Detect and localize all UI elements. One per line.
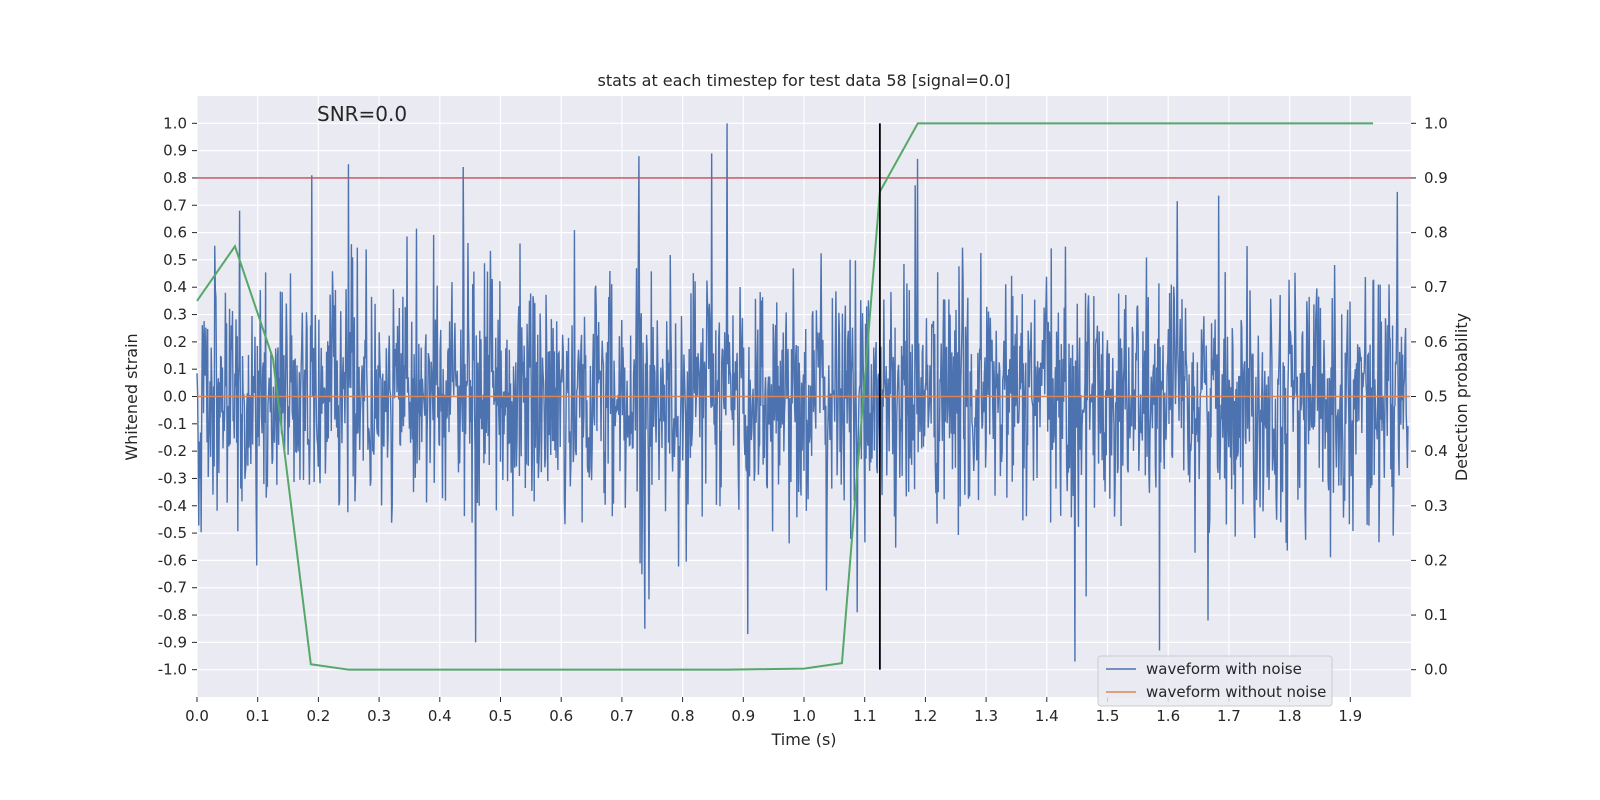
y2-axis-label: Detection probability bbox=[1452, 313, 1471, 481]
x-tick-label: 1.3 bbox=[974, 707, 998, 725]
x-tick-label: 1.1 bbox=[853, 707, 877, 725]
x-tick-label: 1.9 bbox=[1338, 707, 1362, 725]
y-tick-label: -0.5 bbox=[158, 524, 187, 542]
y-tick-label: -0.6 bbox=[158, 551, 187, 569]
y-tick-label: -1.0 bbox=[158, 661, 187, 679]
y2-tick-label: 0.4 bbox=[1424, 442, 1448, 460]
x-axis-label: Time (s) bbox=[770, 730, 836, 749]
x-tick-label: 1.5 bbox=[1096, 707, 1120, 725]
x-tick-label: 1.0 bbox=[792, 707, 816, 725]
y2-tick-label: 0.8 bbox=[1424, 224, 1448, 242]
legend-label-clean: waveform without noise bbox=[1146, 683, 1326, 701]
x-axis-ticks: 0.0 0.1 0.2 0.3 0.4 0.5 0.6 0.7 0.8 0.9 1.0 1.1 1.2 1… bbox=[185, 697, 1362, 725]
x-tick-label: 0.2 bbox=[306, 707, 330, 725]
y-tick-label: 0.3 bbox=[163, 306, 187, 324]
y-tick-label: 0.8 bbox=[163, 169, 187, 187]
x-tick-label: 0.4 bbox=[428, 707, 452, 725]
y2-tick-label: 0.2 bbox=[1424, 551, 1448, 569]
y-tick-label: 0.7 bbox=[163, 196, 187, 214]
y-axis-label: Whitened strain bbox=[122, 333, 141, 460]
y-tick-label: -0.3 bbox=[158, 469, 187, 487]
y2-tick-label: 0.5 bbox=[1424, 388, 1448, 406]
legend-box bbox=[1097, 655, 1333, 707]
x-tick-label: 0.6 bbox=[549, 707, 573, 725]
y-tick-label: -0.4 bbox=[158, 497, 187, 515]
y2-tick-label: 0.6 bbox=[1424, 333, 1448, 351]
detection-probability-line bbox=[196, 122, 1374, 671]
x-tick-label: 0.7 bbox=[610, 707, 634, 725]
y-axis-ticks: -1.0 -0.9 -0.8 -0.7 -0.6 -0.5 -0.4 -0.3 -0.2 -0.1… bbox=[158, 114, 197, 679]
series-detection-probability bbox=[196, 122, 1374, 671]
y2-tick-label: 0.3 bbox=[1424, 497, 1448, 515]
y2-tick-label: 0.0 bbox=[1424, 661, 1448, 679]
y-tick-label: 0.6 bbox=[163, 224, 187, 242]
snr-annotation: SNR=0.0 bbox=[317, 102, 407, 126]
x-tick-label: 0.5 bbox=[489, 707, 513, 725]
x-tick-label: 0.3 bbox=[367, 707, 391, 725]
y-tick-label: 0.9 bbox=[163, 142, 187, 160]
x-tick-label: 1.2 bbox=[913, 707, 937, 725]
y-tick-label: -0.1 bbox=[158, 415, 187, 433]
y-tick-label: 0.1 bbox=[163, 360, 187, 378]
legend: waveform with noise waveform without noi… bbox=[1097, 655, 1333, 707]
series-waveform-with-noise bbox=[196, 123, 1409, 662]
y-tick-label: -0.8 bbox=[158, 606, 187, 624]
y2-tick-label: 1.0 bbox=[1424, 114, 1448, 132]
y2-tick-label: 0.9 bbox=[1424, 169, 1448, 187]
legend-label-noise: waveform with noise bbox=[1146, 660, 1302, 678]
y2-axis-ticks: 0.0 0.1 0.2 0.3 0.4 0.5 0.6 0.7 0.8 0.9 1.0 bbox=[1411, 114, 1448, 679]
y2-tick-label: 0.1 bbox=[1424, 606, 1448, 624]
y-tick-label: 0.5 bbox=[163, 251, 187, 269]
y-tick-label: 0.0 bbox=[163, 388, 187, 406]
y-tick-label: 0.4 bbox=[163, 278, 187, 296]
y-tick-label: -0.2 bbox=[158, 442, 187, 460]
y-tick-label: -0.7 bbox=[158, 579, 187, 597]
chart-title: stats at each timestep for test data 58 … bbox=[598, 71, 1011, 90]
x-tick-label: 0.1 bbox=[246, 707, 270, 725]
y2-tick-label: 0.7 bbox=[1424, 278, 1448, 296]
x-tick-label: 1.8 bbox=[1278, 707, 1302, 725]
x-tick-label: 1.4 bbox=[1035, 707, 1059, 725]
x-tick-label: 1.6 bbox=[1156, 707, 1180, 725]
x-tick-label: 0.8 bbox=[671, 707, 695, 725]
noise-waveform-line bbox=[196, 123, 1409, 662]
x-tick-label: 0.9 bbox=[731, 707, 755, 725]
x-tick-label: 1.7 bbox=[1217, 707, 1241, 725]
x-tick-label: 0.0 bbox=[185, 707, 209, 725]
y-tick-label: 0.2 bbox=[163, 333, 187, 351]
y-tick-label: -0.9 bbox=[158, 633, 187, 651]
y-tick-label: 1.0 bbox=[163, 114, 187, 132]
